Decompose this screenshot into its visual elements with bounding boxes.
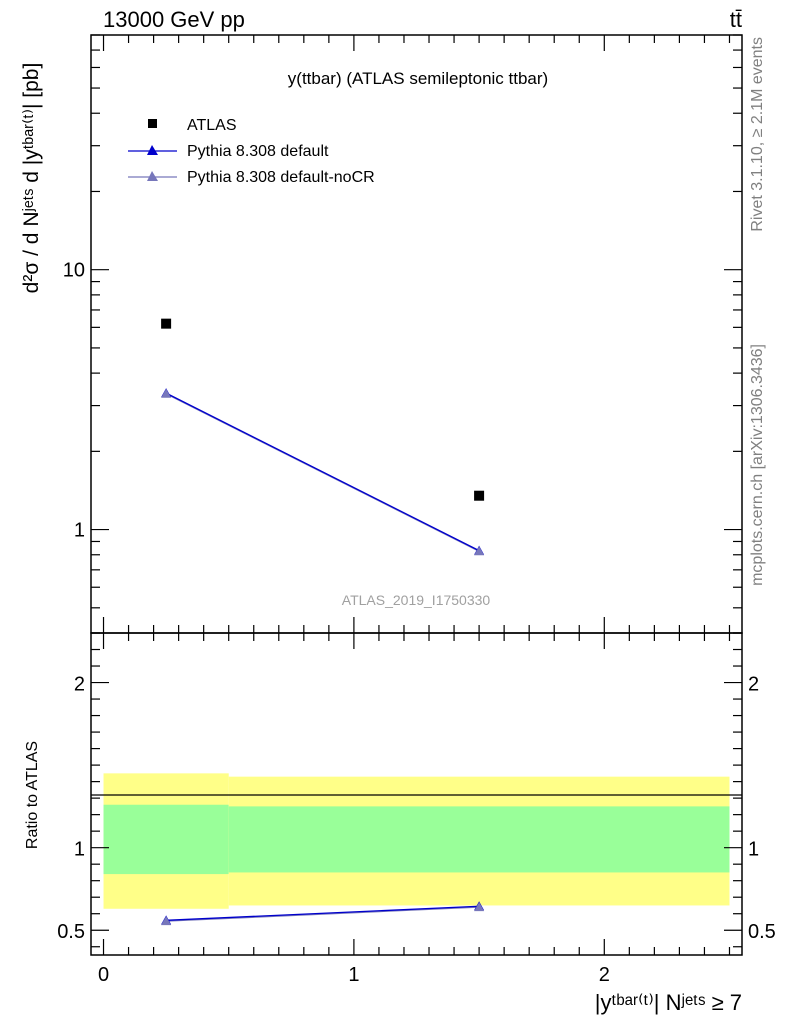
main-y-tick-label: 1 [74, 520, 85, 542]
x-tick-label: 0 [98, 964, 109, 986]
legend: ATLAS Pythia 8.308 default Pythia 8.308 … [128, 117, 375, 186]
x-axis-label: |yᵗᵇᵃʳ⁽ᵗ⁾| Nʲᵉᵗˢ ≥ 7 [595, 990, 742, 1015]
ratio-y-axis-label: Ratio to ATLAS [24, 741, 41, 849]
legend-default-marker [147, 145, 158, 155]
ratio-y-tick-label-left: 2 [74, 674, 85, 696]
main-data-marks [161, 318, 485, 556]
main-axis-ticks: 1 10 [63, 34, 742, 634]
ratio-point-nocr [474, 902, 485, 912]
mcplots-label: mcplots.cern.ch [arXiv:1306.3436] [749, 344, 766, 586]
main-y-tick-label: 10 [63, 260, 85, 282]
ratio-band-inner [228, 806, 730, 873]
ratio-data-marks [161, 901, 485, 926]
main-point-nocr [474, 546, 485, 556]
header-energy: 13000 GeV pp [103, 7, 245, 32]
ratio-y-tick-label-right: 0.5 [748, 921, 776, 943]
ratio-frame [90, 632, 743, 956]
main-y-axis-label: d²σ / d Nʲᵉᵗˢ d |yᵗᵇᵃʳ⁽ᵗ⁾| [pb] [20, 63, 43, 294]
x-tick-label: 2 [599, 964, 610, 986]
main-point-nocr [161, 388, 172, 398]
analysis-watermark: ATLAS_2019_I1750330 [342, 592, 491, 608]
ratio-axis-ticks: 0.5 0.5 1 1 2 2 0 1 2 [57, 632, 776, 986]
ratio-y-tick-label-right: 2 [748, 674, 759, 696]
main-panel: y(ttbar) (ATLAS semileptonic ttbar) ATLA… [20, 34, 743, 634]
legend-nocr-label: Pythia 8.308 default-noCR [187, 169, 375, 186]
ratio-line-default [166, 905, 480, 921]
ratio-panel: 0.5 0.5 1 1 2 2 0 1 2 Ratio to ATLAS |yᵗᵇᵃʳ⁽ᵗ⁾| … [24, 632, 776, 1015]
ratio-line-nocr [166, 906, 480, 922]
ratio-point-nocr [161, 916, 172, 926]
legend-default-label: Pythia 8.308 default [187, 143, 329, 160]
ratio-y-tick-label-left: 0.5 [57, 921, 85, 943]
main-point-atlas [161, 318, 172, 329]
main-point-atlas [474, 490, 485, 501]
main-line-default [165, 392, 480, 552]
x-tick-label: 1 [348, 964, 359, 986]
plot-title: y(ttbar) (ATLAS semileptonic ttbar) [288, 69, 548, 88]
header-process: tt̄ [730, 7, 742, 32]
rivet-version-label: Rivet 3.1.10, ≥ 2.1M events [749, 37, 766, 232]
ratio-uncertainty-bands [103, 773, 730, 909]
legend-nocr-marker [147, 171, 158, 181]
legend-atlas-marker [148, 119, 157, 128]
ratio-band-inner [103, 804, 229, 875]
ratio-y-tick-label-left: 1 [74, 839, 85, 861]
ratio-y-tick-label-right: 1 [748, 839, 759, 861]
legend-atlas-label: ATLAS [187, 117, 237, 134]
